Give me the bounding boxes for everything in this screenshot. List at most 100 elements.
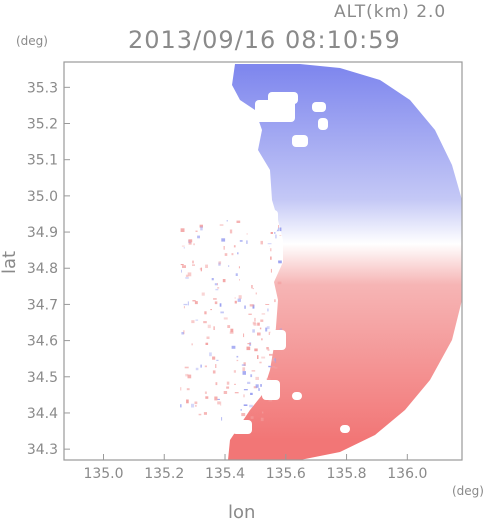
echo-speckle xyxy=(181,245,185,247)
y-tick-label: 34.8 xyxy=(27,261,58,277)
echo-speckle xyxy=(255,376,259,380)
echo-speckle xyxy=(223,317,228,320)
echo-speckle xyxy=(217,287,220,289)
echo-speckle xyxy=(266,347,269,350)
no-echo-gaps xyxy=(228,92,350,434)
y-tick-label: 34.9 xyxy=(27,225,58,241)
echo-gap xyxy=(228,150,254,170)
echo-speckle xyxy=(246,233,248,235)
echo-speckle xyxy=(188,239,193,243)
echo-speckle xyxy=(226,220,228,222)
x-axis-unit: (deg) xyxy=(452,484,484,498)
echo-speckle xyxy=(277,281,282,285)
echo-speckle xyxy=(181,269,182,273)
datetime-title: 2013/09/16 08:10:59 xyxy=(128,26,401,54)
echo-speckle xyxy=(243,333,245,338)
echo-speckle xyxy=(275,234,277,239)
echo-speckle xyxy=(243,362,246,366)
echo-speckle xyxy=(237,252,239,255)
echo-speckle xyxy=(194,301,198,305)
echo-speckle xyxy=(220,311,224,314)
echo-speckle xyxy=(203,412,207,415)
echo-speckle xyxy=(260,240,263,245)
echo-gap xyxy=(240,180,270,194)
echo-speckle xyxy=(191,320,195,324)
echo-gap xyxy=(270,330,286,350)
echo-gap xyxy=(232,420,252,434)
echo-speckle xyxy=(267,348,270,351)
echo-speckle xyxy=(267,243,272,245)
echo-speckle xyxy=(252,329,255,333)
echo-speckle xyxy=(212,370,216,374)
echo-speckle xyxy=(260,384,263,387)
echo-speckle xyxy=(233,245,236,248)
echo-speckle xyxy=(200,364,202,368)
echo-speckle xyxy=(271,366,276,368)
echo-gap xyxy=(262,380,280,400)
echo-speckle xyxy=(250,374,253,378)
echo-speckle xyxy=(184,366,189,369)
echo-speckle xyxy=(211,278,214,281)
echo-speckle xyxy=(192,260,194,264)
echo-speckle xyxy=(259,327,262,330)
echo-speckle xyxy=(182,265,186,268)
y-ticks: 35.3 35.2 35.1 35.0 34.9 34.8 34.7 34.6 34.5 34.4… xyxy=(27,80,70,458)
echo-speckle xyxy=(187,374,192,379)
x-tick-label: 135.4 xyxy=(205,466,245,482)
echo-speckle xyxy=(195,319,199,321)
echo-speckle xyxy=(204,391,207,394)
echo-speckle xyxy=(185,373,189,377)
echo-speckle xyxy=(221,238,226,242)
echo-speckle xyxy=(260,319,264,322)
y-tick-label: 34.3 xyxy=(27,442,58,458)
echo-speckle xyxy=(183,303,188,306)
echo-speckle xyxy=(253,386,257,389)
echo-speckle xyxy=(205,264,208,268)
echo-speckle xyxy=(192,300,196,302)
echo-speckle xyxy=(193,243,195,246)
echo-speckle xyxy=(257,332,261,336)
echo-speckle xyxy=(181,332,184,335)
echo-speckle xyxy=(272,357,275,362)
echo-gap xyxy=(262,290,274,304)
y-tick-label: 34.5 xyxy=(27,370,58,386)
echo-speckle xyxy=(252,321,256,325)
echo-speckle xyxy=(254,348,258,352)
y-tick-label: 35.3 xyxy=(27,80,58,96)
altitude-label: ALT(km) 2.0 xyxy=(334,2,447,22)
echo-speckle xyxy=(229,229,233,234)
echo-speckle xyxy=(249,404,253,408)
echo-speckle xyxy=(201,292,205,296)
echo-speckle xyxy=(252,288,254,290)
echo-speckle xyxy=(279,227,282,232)
echo-speckle xyxy=(248,313,252,315)
echo-speckle xyxy=(274,367,278,369)
echo-speckle xyxy=(188,241,192,245)
echo-gap xyxy=(240,245,270,285)
echo-speckle xyxy=(270,230,273,234)
y-tick-label: 34.4 xyxy=(27,406,58,422)
echo-speckle xyxy=(209,352,212,357)
y-tick-label: 35.2 xyxy=(27,117,58,133)
x-tick-label: 136.0 xyxy=(387,466,427,482)
echo-speckle xyxy=(231,253,234,256)
echo-speckle xyxy=(213,298,217,300)
echo-speckle xyxy=(218,262,221,266)
echo-speckle xyxy=(255,384,259,388)
echo-speckle xyxy=(219,303,222,307)
echo-speckle xyxy=(261,338,263,341)
echo-speckle xyxy=(231,345,236,349)
echo-speckle xyxy=(246,346,251,351)
echo-speckle xyxy=(247,343,251,345)
echo-speckle xyxy=(242,367,246,372)
echo-speckle xyxy=(226,386,230,389)
echo-speckle xyxy=(185,274,189,277)
echo-speckle xyxy=(257,322,260,326)
echo-speckle xyxy=(221,417,223,421)
echo-speckle xyxy=(234,383,236,385)
echo-speckle xyxy=(244,305,246,309)
echo-speckle xyxy=(218,261,222,265)
echo-speckle xyxy=(215,364,217,368)
y-tick-label: 34.7 xyxy=(27,297,58,313)
echo-gap xyxy=(268,92,298,104)
